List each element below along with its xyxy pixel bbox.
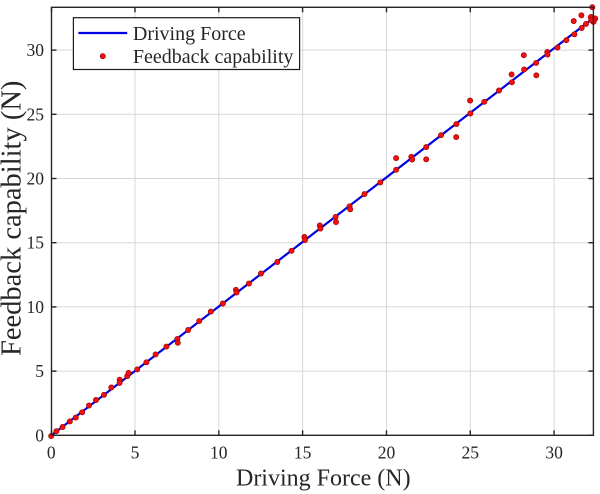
- svg-text:Driving Force (N): Driving Force (N): [236, 465, 411, 491]
- svg-text:15: 15: [294, 443, 312, 463]
- svg-text:30: 30: [545, 443, 563, 463]
- svg-text:20: 20: [378, 443, 396, 463]
- svg-text:10: 10: [210, 443, 228, 463]
- svg-text:Feedback capability: Feedback capability: [133, 46, 294, 68]
- svg-text:0: 0: [35, 425, 44, 445]
- svg-text:5: 5: [35, 361, 44, 381]
- svg-text:5: 5: [131, 443, 140, 463]
- svg-text:Driving Force: Driving Force: [133, 23, 246, 45]
- svg-text:0: 0: [47, 443, 56, 463]
- svg-text:25: 25: [462, 443, 480, 463]
- svg-text:20: 20: [27, 169, 45, 189]
- svg-text:10: 10: [27, 297, 45, 317]
- svg-text:Feedback capability (N): Feedback capability (N): [0, 81, 28, 356]
- svg-text:15: 15: [27, 233, 45, 253]
- svg-text:25: 25: [27, 104, 45, 124]
- svg-text:30: 30: [27, 40, 45, 60]
